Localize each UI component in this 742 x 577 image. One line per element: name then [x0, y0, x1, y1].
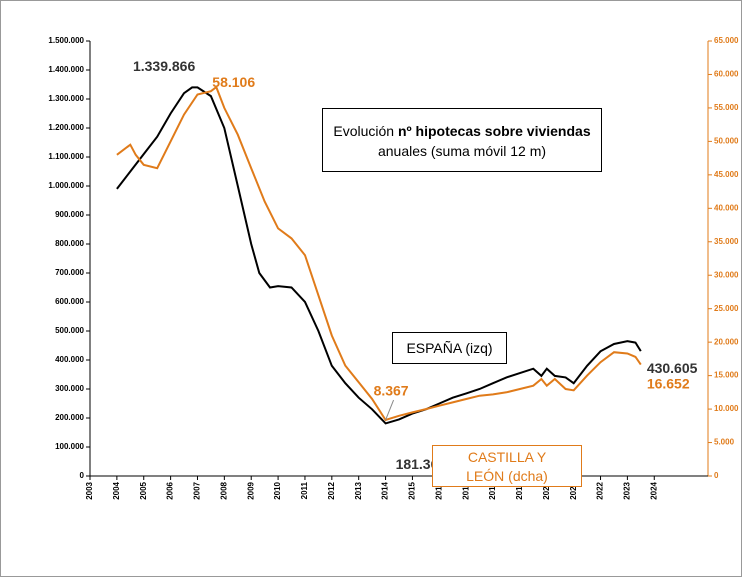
x-tick-label: 2024 — [649, 481, 658, 499]
y2-tick-label: 30.000 — [714, 270, 739, 279]
x-tick-label: 2018 — [488, 481, 497, 499]
title-line2: anuales (suma móvil 12 m) — [377, 143, 547, 159]
y-tick-label: 1.300.000 — [48, 94, 84, 103]
x-tick-label: 2022 — [596, 481, 605, 499]
x-tick-label: 2003 — [85, 481, 94, 499]
y-tick-label: 0 — [80, 471, 85, 480]
x-tick-label: 2017 — [461, 481, 470, 499]
x-tick-label: 2014 — [381, 481, 390, 499]
value-label: 58.106 — [212, 74, 255, 90]
y2-tick-label: 65.000 — [714, 36, 739, 45]
x-tick-label: 2011 — [300, 481, 309, 499]
x-tick-label: 2004 — [112, 481, 121, 499]
y2-tick-label: 40.000 — [714, 203, 739, 212]
x-tick-label: 2009 — [246, 481, 255, 499]
value-label: 16.652 — [647, 375, 690, 391]
y-tick-label: 1.000.000 — [48, 181, 84, 190]
y-tick-label: 400.000 — [55, 355, 84, 364]
x-tick-label: 2006 — [166, 481, 175, 499]
y2-tick-label: 20.000 — [714, 337, 739, 346]
value-label: 1.339.866 — [133, 58, 195, 74]
y-tick-label: 800.000 — [55, 239, 84, 248]
x-tick-label: 2010 — [273, 481, 282, 499]
title-lead: Evolución — [333, 123, 395, 139]
y-tick-label: 100.000 — [55, 442, 84, 451]
y-tick-label: 600.000 — [55, 297, 84, 306]
x-tick-label: 2023 — [623, 481, 632, 499]
y2-tick-label: 55.000 — [714, 103, 739, 112]
y2-tick-label: 45.000 — [714, 170, 739, 179]
y-tick-label: 1.100.000 — [48, 152, 84, 161]
y2-tick-label: 10.000 — [714, 404, 739, 413]
y2-tick-label: 60.000 — [714, 70, 739, 79]
value-label: 8.367 — [374, 383, 409, 399]
x-tick-label: 2015 — [408, 481, 417, 499]
y-tick-label: 700.000 — [55, 268, 84, 277]
x-tick-label: 2020 — [542, 481, 551, 499]
y2-tick-label: 50.000 — [714, 136, 739, 145]
x-tick-label: 2008 — [219, 481, 228, 499]
y2-tick-label: 25.000 — [714, 304, 739, 313]
y-tick-label: 300.000 — [55, 384, 84, 393]
x-tick-label: 2007 — [193, 481, 202, 499]
y2-tick-label: 15.000 — [714, 371, 739, 380]
y-tick-label: 900.000 — [55, 210, 84, 219]
value-label: 430.605 — [647, 360, 698, 376]
y2-tick-label: 0 — [714, 471, 719, 480]
x-tick-label: 2021 — [569, 481, 578, 499]
x-tick-label: 2005 — [139, 481, 148, 499]
y2-tick-label: 35.000 — [714, 237, 739, 246]
series-line — [116, 86, 642, 425]
x-tick-label: 2019 — [515, 481, 524, 499]
y2-tick-label: 5.000 — [714, 438, 735, 447]
y-tick-label: 200.000 — [55, 413, 84, 422]
x-tick-label: 2012 — [327, 481, 336, 499]
y-tick-label: 1.400.000 — [48, 65, 84, 74]
y-tick-label: 1.200.000 — [48, 123, 84, 132]
title-bold: nº hipotecas sobre viviendas — [397, 123, 591, 139]
x-tick-label: 2013 — [354, 481, 363, 499]
leader-line — [385, 399, 395, 421]
title-box: Evolución nº hipotecas sobre viviendas a… — [322, 108, 602, 172]
legend-espana: ESPAÑA (izq) — [392, 332, 507, 364]
x-tick-label: 2016 — [434, 481, 443, 499]
y-tick-label: 500.000 — [55, 326, 84, 335]
legend-cyl: CASTILLA Y LEÓN (dcha) — [432, 445, 582, 487]
y-tick-label: 1.500.000 — [48, 36, 84, 45]
